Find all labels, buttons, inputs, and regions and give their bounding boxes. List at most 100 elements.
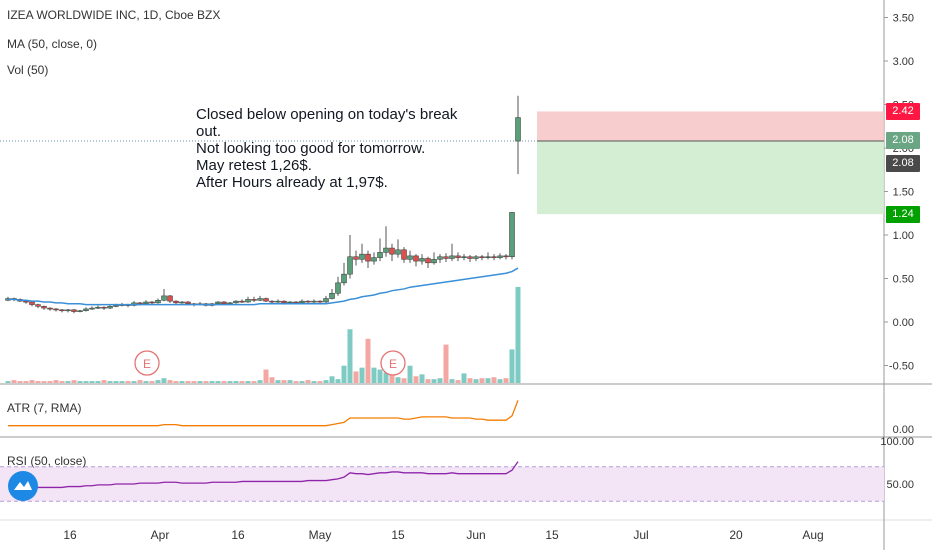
trade-zones (0, 111, 884, 215)
time-tick-label: 20 (729, 528, 743, 542)
volume-bar (473, 379, 479, 383)
volume-bar (149, 381, 155, 383)
volume-bar (161, 378, 167, 383)
stop-zone (537, 111, 884, 142)
candle-body (23, 300, 29, 303)
time-tick-label: 15 (545, 528, 559, 542)
time-tick-label: Aug (802, 528, 823, 542)
candle-body (179, 301, 185, 304)
atr-legend[interactable]: ATR (7, RMA) (7, 401, 82, 415)
volume-bar (257, 380, 263, 383)
volume-bar (5, 381, 11, 383)
candle-body (461, 256, 467, 258)
time-tick-label: 16 (63, 528, 77, 542)
candle-body (329, 293, 335, 299)
candle-body (149, 301, 155, 304)
volume-bar (407, 365, 413, 383)
price-tag-stop: 2.42 (886, 103, 920, 120)
volume-bar (119, 381, 125, 383)
candle-body (185, 301, 191, 304)
volume-bar (83, 381, 89, 383)
annotation-line: After Hours already at 1,97$. (196, 174, 388, 191)
volume-bar (53, 380, 59, 383)
candle-body (479, 256, 485, 258)
volume-bar (197, 381, 203, 383)
candle-body (299, 300, 305, 304)
candle-body (503, 255, 509, 258)
annotation-note[interactable]: Closed below opening on today's break ou… (196, 106, 457, 191)
volume-bar (29, 380, 35, 383)
rsi-legend[interactable]: RSI (50, close) (7, 454, 87, 468)
volume-bar (275, 380, 281, 383)
annotation-line: Not looking too good for tomorrow. (196, 140, 426, 157)
volume-bar (77, 381, 83, 383)
candle-body (59, 309, 65, 312)
candle-body (377, 252, 383, 258)
candle-body (497, 255, 503, 258)
candle-body (305, 300, 311, 303)
earnings-marker-label: E (389, 357, 397, 371)
time-axis[interactable]: 16 Apr 16 May 15 Jun 15 Jul 20 Aug (63, 528, 823, 542)
volume-bar (431, 379, 437, 383)
candle-body (71, 309, 77, 312)
candle-body (89, 307, 95, 310)
volume-bar (143, 381, 149, 383)
volume-bar (461, 373, 467, 383)
price-tag-last: 2.08 (886, 155, 920, 172)
candle-body (515, 117, 521, 142)
tradingview-logo-icon[interactable] (8, 471, 38, 501)
volume-bar (359, 367, 365, 383)
candle-body (437, 256, 443, 260)
time-tick-label: Apr (151, 528, 170, 542)
price-tick-label: 0.00 (893, 317, 914, 329)
candle-body (83, 308, 89, 311)
price-tag-target: 1.24 (886, 206, 920, 223)
volume-bar (503, 378, 509, 383)
price-tick-label: -0.50 (889, 361, 914, 373)
volume-bar (323, 380, 329, 383)
candle-body (347, 256, 353, 275)
ma-legend[interactable]: MA (50, close, 0) (7, 37, 98, 51)
volume-bar (227, 381, 233, 383)
volume-bar (263, 369, 269, 383)
candle-body (383, 247, 389, 253)
candle-body (443, 256, 449, 259)
volume-bar (215, 381, 221, 383)
rsi-series-line (8, 461, 519, 489)
candle-body (467, 256, 473, 259)
candle-body (77, 310, 83, 312)
volume-bar (401, 378, 407, 383)
time-tick-label: Jun (466, 528, 485, 542)
earnings-marker-icon (380, 350, 406, 376)
price-tick-label: 1.00 (893, 230, 914, 242)
price-tick-label: 0.50 (893, 274, 914, 286)
volume-bar (167, 380, 173, 383)
annotation-line: May retest 1,26$. (196, 157, 312, 174)
candle-body (35, 304, 41, 307)
atr-series-line (8, 400, 519, 427)
volume-bar (17, 381, 23, 383)
candle-body (473, 256, 479, 259)
candle-body (239, 300, 245, 303)
candle-body (41, 306, 47, 309)
time-tick-label: 16 (231, 528, 245, 542)
volume-bar (281, 380, 287, 383)
price-axis[interactable]: 3.503.002.502.001.501.000.500.00-0.500.0… (880, 13, 914, 492)
candle-body (113, 305, 119, 307)
candle-body (245, 299, 251, 303)
volume-bar (413, 376, 419, 383)
candle-body (281, 300, 287, 304)
candle-body (401, 249, 407, 260)
candle-body (395, 249, 401, 255)
volume-bar (41, 381, 47, 383)
candlesticks[interactable] (5, 95, 521, 314)
vol-legend[interactable]: Vol (50) (7, 63, 49, 77)
candle-body (389, 247, 395, 255)
symbol-legend[interactable]: IZEA WORLDWIDE INC, 1D, Cboe BZX (7, 8, 221, 22)
candle-body (227, 302, 233, 305)
earnings-marker-icon (134, 350, 160, 376)
time-tick-label: 15 (391, 528, 405, 542)
volume-bar (347, 329, 353, 383)
